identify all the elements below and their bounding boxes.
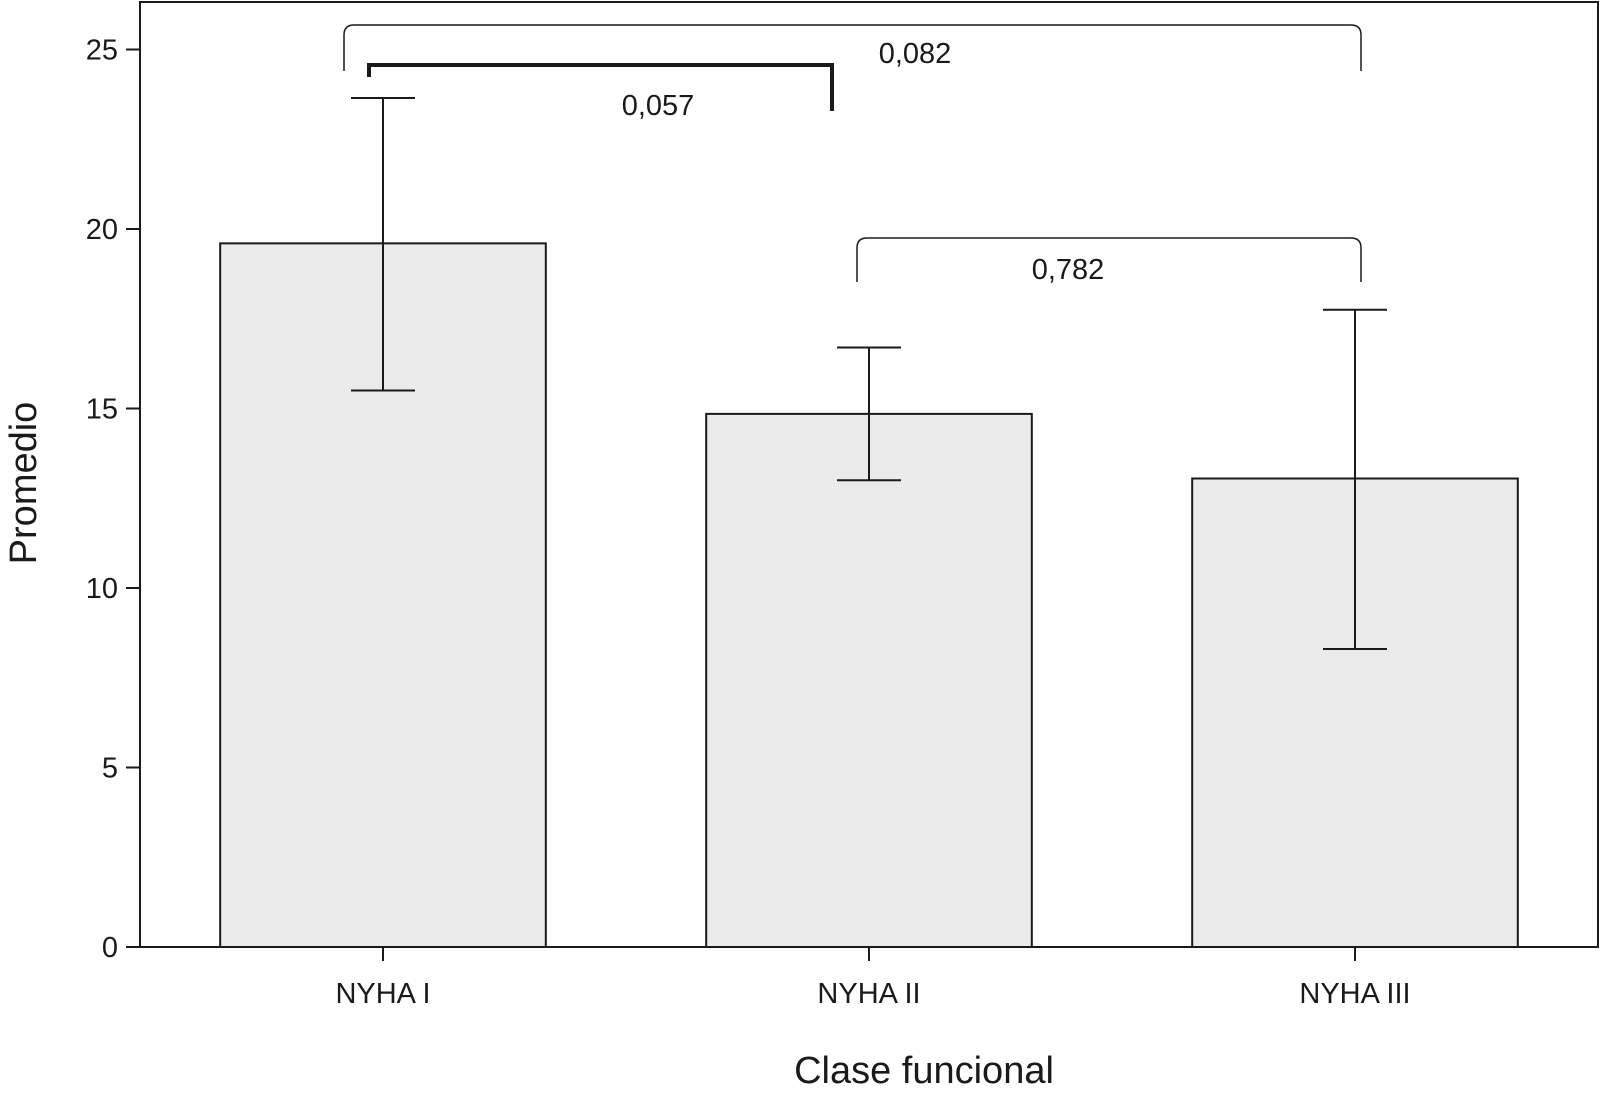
y-axis-title: Promedio xyxy=(3,402,45,565)
bar-nyha-ii xyxy=(705,412,1033,948)
x-axis-title: Clase funcional xyxy=(794,1050,1054,1092)
y-tick-label-15: 15 xyxy=(86,394,118,426)
comparison-nyha-i-vs-nyha-ii-p-value: 0,057 xyxy=(622,90,695,122)
comparison-nyha-ii-vs-nyha-iii-bracket xyxy=(856,237,1362,282)
comparison-nyha-i-vs-nyha-iii-bracket xyxy=(343,24,1362,71)
x-tick-label-nyha-i: NYHA I xyxy=(335,978,430,1010)
y-tick-label-0: 0 xyxy=(102,932,118,964)
axes-layer: 0 5 10 15 20 25 NYHA I NYHA II NYHA III xyxy=(86,35,1411,1011)
y-tick-label-20: 20 xyxy=(86,214,118,246)
error-bars-layer xyxy=(351,96,1387,651)
comparisons-layer: 0,057 0,082 0,782 xyxy=(343,24,1362,286)
comparison-nyha-ii-vs-nyha-iii-p-value: 0,782 xyxy=(1032,254,1105,286)
comparison-nyha-i-vs-nyha-iii-p-value: 0,082 xyxy=(879,38,952,70)
x-tick-label-nyha-iii: NYHA III xyxy=(1299,978,1410,1010)
y-tick-label-5: 5 xyxy=(102,753,118,785)
y-tick-label-25: 25 xyxy=(86,35,118,67)
y-tick-label-10: 10 xyxy=(86,573,118,605)
x-tick-label-nyha-ii: NYHA II xyxy=(817,978,920,1010)
comparison-nyha-i-vs-nyha-ii-bracket xyxy=(367,63,834,111)
